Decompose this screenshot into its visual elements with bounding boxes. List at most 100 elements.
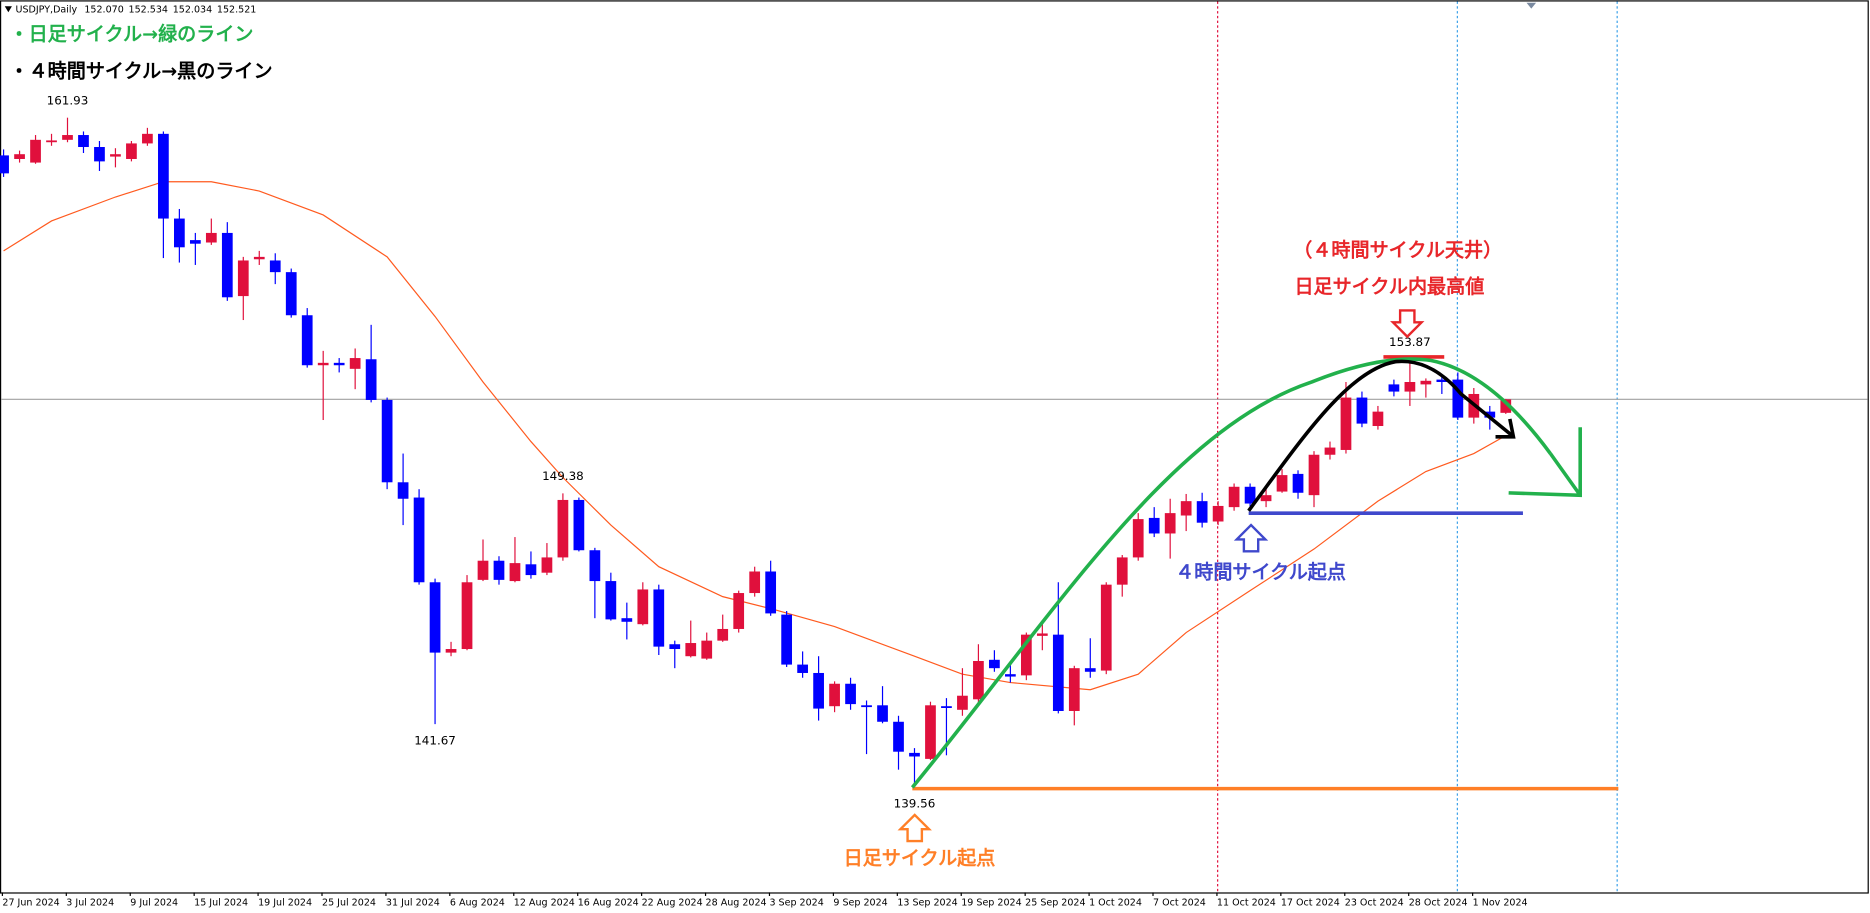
candle-body bbox=[1244, 486, 1256, 504]
candle-body bbox=[269, 260, 281, 273]
four-hour-cycle-curve bbox=[1247, 359, 1514, 512]
candle-body bbox=[1116, 557, 1128, 585]
candle-body bbox=[1340, 397, 1352, 450]
candle-body bbox=[1308, 454, 1320, 496]
x-tick-label: 13 Sep 2024 bbox=[897, 898, 957, 909]
price-label: 161.93 bbox=[47, 93, 89, 107]
four-hour-cycle-arrow bbox=[1495, 418, 1516, 439]
candle-body bbox=[1164, 513, 1176, 534]
candle-body bbox=[205, 232, 217, 243]
header-arrow bbox=[4, 6, 12, 13]
candle-body bbox=[525, 564, 537, 576]
candle-body bbox=[1500, 399, 1512, 413]
candle-body bbox=[541, 557, 553, 573]
symbol: USDJPY,Daily bbox=[16, 4, 78, 15]
header: USDJPY,Daily 152.070 152.534 152.034 152… bbox=[4, 4, 256, 15]
candle-body bbox=[1005, 674, 1016, 677]
candle-body bbox=[973, 660, 984, 700]
candle-body bbox=[1436, 379, 1448, 383]
quote: 152.070 bbox=[84, 4, 123, 15]
annotations: ・日足サイクル→緑のライン ・４時間サイクル→黒のライン （４時間サイクル天井）… bbox=[10, 22, 1503, 869]
candle-body bbox=[429, 582, 441, 653]
candle-body bbox=[781, 614, 793, 665]
daily-start-arrow bbox=[897, 813, 932, 843]
candle-body bbox=[1484, 411, 1496, 418]
candle-body bbox=[669, 644, 681, 650]
candle-body bbox=[957, 695, 968, 710]
x-tick-label: 25 Sep 2024 bbox=[1025, 898, 1085, 909]
candle-body bbox=[845, 683, 856, 705]
candle-body bbox=[1196, 501, 1208, 523]
candle-body bbox=[126, 143, 137, 159]
candle-body bbox=[333, 362, 345, 366]
price-label: 141.67 bbox=[414, 733, 456, 747]
daily-cycle-curve bbox=[910, 357, 1552, 789]
candle-body bbox=[301, 315, 313, 366]
candle-body bbox=[14, 154, 25, 159]
candle-body bbox=[142, 133, 153, 144]
candle-body bbox=[1404, 382, 1416, 392]
x-tick-label: 11 Oct 2024 bbox=[1217, 898, 1276, 909]
candle-body bbox=[317, 362, 329, 366]
candle-body bbox=[110, 154, 121, 157]
x-tick-label: 17 Oct 2024 bbox=[1281, 898, 1340, 909]
quote: 152.521 bbox=[217, 4, 256, 15]
x-tick-label: 19 Jul 2024 bbox=[258, 898, 312, 909]
candle-body bbox=[861, 705, 872, 708]
candle-body bbox=[62, 135, 73, 140]
x-tick-label: 12 Aug 2024 bbox=[514, 898, 575, 909]
drawings bbox=[897, 309, 1619, 843]
candle-body bbox=[1052, 634, 1064, 711]
candle-body bbox=[909, 752, 920, 757]
annotation-top-paren: （４時間サイクル天井） bbox=[1293, 238, 1502, 261]
candle-body bbox=[477, 560, 489, 580]
candle-body bbox=[765, 571, 777, 614]
candle-body bbox=[1148, 517, 1160, 534]
x-tick-label: 23 Oct 2024 bbox=[1345, 898, 1404, 909]
quote: 152.534 bbox=[129, 4, 168, 15]
candle-body bbox=[1068, 668, 1080, 711]
x-tick-label: 7 Oct 2024 bbox=[1153, 898, 1206, 909]
candle-body bbox=[1324, 447, 1336, 455]
x-tick-label: 3 Jul 2024 bbox=[66, 898, 114, 909]
candle-body bbox=[174, 218, 185, 248]
moving-average bbox=[3, 181, 1507, 691]
four-hour-start-arrow bbox=[1233, 523, 1269, 553]
plot-frame bbox=[0, 0, 1869, 894]
candle-body bbox=[78, 135, 89, 148]
candle-body bbox=[285, 272, 297, 316]
candle-body bbox=[1020, 634, 1032, 676]
candle-body bbox=[445, 649, 457, 653]
candle-body bbox=[733, 593, 745, 629]
candle-body bbox=[989, 659, 1000, 669]
candle-body bbox=[605, 581, 617, 620]
x-tick-label: 25 Jul 2024 bbox=[322, 898, 376, 909]
candle-body bbox=[557, 499, 569, 558]
annotation-daily-start: 日足サイクル起点 bbox=[844, 848, 996, 870]
candle-body bbox=[1260, 495, 1272, 502]
candle-body bbox=[637, 589, 649, 625]
price-label: 149.38 bbox=[542, 469, 584, 483]
candle-body bbox=[685, 643, 697, 657]
candle-body bbox=[1180, 501, 1192, 516]
legend-daily: ・日足サイクル→緑のライン bbox=[10, 22, 254, 45]
x-tick-label: 15 Jul 2024 bbox=[194, 898, 248, 909]
quote: 152.034 bbox=[173, 4, 212, 15]
candle-body bbox=[158, 133, 169, 219]
x-tick-label: 1 Oct 2024 bbox=[1089, 898, 1142, 909]
x-tick-label: 9 Sep 2024 bbox=[833, 898, 887, 909]
candle-body bbox=[829, 683, 840, 707]
candle-body bbox=[46, 140, 57, 143]
x-tick-label: 28 Oct 2024 bbox=[1409, 898, 1468, 909]
candle-body bbox=[237, 260, 249, 297]
candle-body bbox=[381, 399, 393, 483]
candle-body bbox=[941, 706, 952, 708]
legend-4h: ・４時間サイクル→黒のライン bbox=[10, 60, 273, 82]
candle-body bbox=[701, 640, 713, 659]
candle-body bbox=[1388, 384, 1400, 392]
x-tick-label: 19 Sep 2024 bbox=[961, 898, 1021, 909]
x-tick-label: 6 Aug 2024 bbox=[450, 898, 505, 909]
candle-body bbox=[493, 560, 505, 580]
annotation-4h-start: ４時間サイクル起点 bbox=[1175, 561, 1346, 583]
